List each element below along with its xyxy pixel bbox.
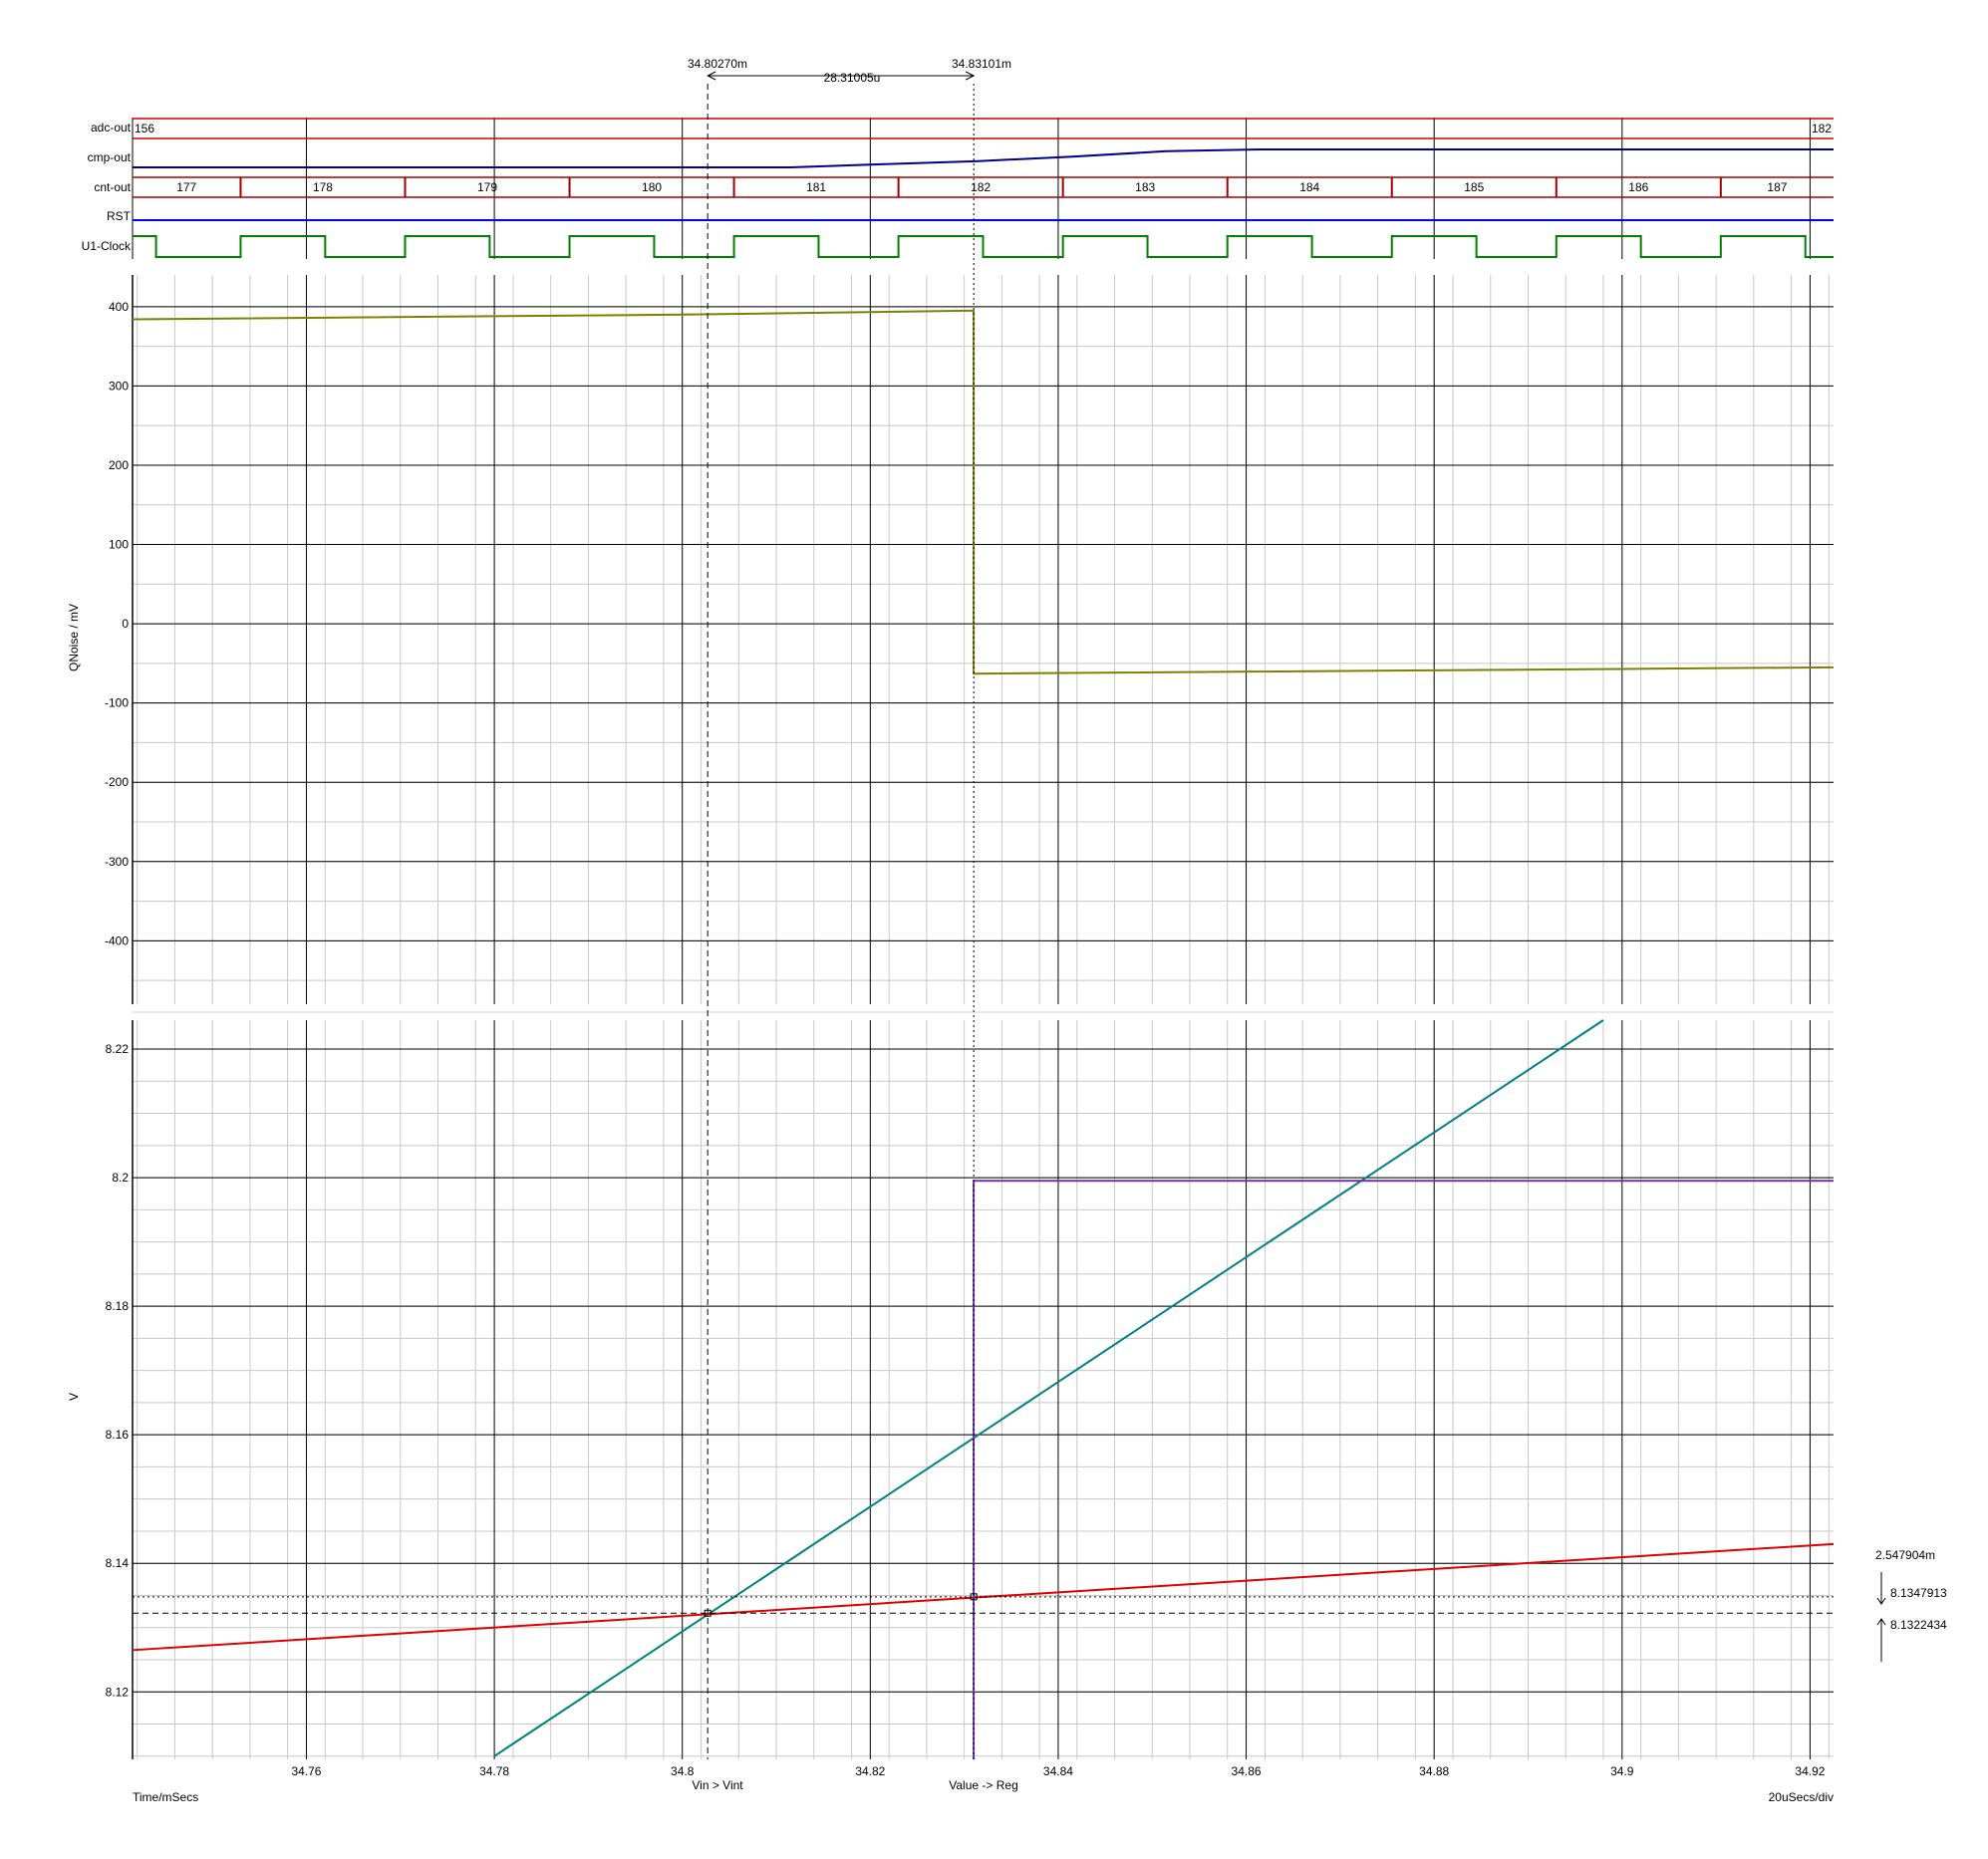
cursor-right-time: 34.83101m — [952, 57, 1011, 71]
bus-value-label: 182 — [971, 180, 991, 194]
bus-value-label: 178 — [313, 180, 333, 194]
x-tick-label: 34.84 — [1043, 1764, 1073, 1778]
qnoise-panel: 400 300 200 100 0 -100 -200 -300 -400 — [105, 275, 1835, 1004]
arrow-head-right — [965, 71, 976, 81]
x-tick-label: 34.9 — [1610, 1764, 1634, 1778]
voltage-y-tick-label: 8.18 — [106, 1299, 130, 1313]
voltage-axis-label: V — [67, 1393, 81, 1401]
bus-value-label: 184 — [1299, 180, 1319, 194]
x-tick-label: 34.86 — [1232, 1764, 1262, 1778]
voltage-series-0 — [493, 1019, 1604, 1757]
trace-label-rst: RST — [107, 209, 132, 223]
bus-value-label: 177 — [176, 180, 196, 194]
qnoise-y-tick-label: 400 — [109, 300, 129, 314]
arrow-head-down — [1876, 1597, 1886, 1605]
x-axis-label: Time/mSecs — [133, 1790, 198, 1804]
bus-start-label: 156 — [135, 122, 154, 135]
cmp-out-trace — [133, 148, 1834, 168]
qnoise-y-tick-label: 200 — [109, 458, 129, 472]
qnoise-y-tick-label: -400 — [105, 933, 129, 947]
qnoise-axis-label: QNoise / mV — [67, 604, 81, 671]
bus-value-label: 180 — [642, 180, 662, 194]
voltage-y-tick-label: 8.16 — [106, 1428, 130, 1442]
qnoise-y-tick-label: 300 — [109, 379, 129, 393]
qnoise-y-tick-label: 100 — [109, 538, 129, 552]
x-tick-label: 34.88 — [1419, 1764, 1449, 1778]
x-tick-label: 34.76 — [291, 1764, 321, 1778]
cursor-delta-value: 2.547904m — [1875, 1548, 1935, 1562]
trace-label-adc-out: adc-out — [91, 121, 132, 134]
cursor-right-annotation: Value -> Reg — [949, 1778, 1018, 1792]
cursor-delta-time: 28.31005u — [824, 71, 881, 85]
qnoise-y-tick-label: -300 — [105, 855, 129, 869]
digital-traces-panel: adc-out 156 182 cmp-out cnt-out 177 178 179 180 1… — [82, 118, 1834, 259]
arrow-head-up — [1876, 1618, 1886, 1626]
arrow-head-left — [707, 71, 716, 81]
voltage-y-tick-label: 8.2 — [112, 1171, 129, 1185]
bus-value-label: 187 — [1767, 180, 1787, 194]
x-tick-label: 34.82 — [855, 1764, 885, 1778]
bus-value-label: 181 — [806, 180, 826, 194]
bus-value-label: 186 — [1628, 180, 1648, 194]
voltage-series-1 — [132, 1542, 1835, 1652]
cursor-marker-right — [970, 1593, 978, 1601]
clock-trace — [133, 235, 1834, 258]
qnoise-series-0 — [132, 309, 1835, 675]
qnoise-y-tick-label: -200 — [105, 775, 129, 789]
bus-value-label: 179 — [477, 180, 497, 194]
qnoise-y-tick-label: -100 — [105, 696, 129, 710]
cursor-left-annotation: Vin > Vint — [692, 1778, 743, 1792]
voltage-y-tick-label: 8.14 — [106, 1556, 130, 1570]
cursor-left-time: 34.80270m — [688, 57, 747, 71]
cursor-upper-value: 8.1347913 — [1890, 1586, 1947, 1600]
cursor-marker-left — [704, 1609, 711, 1617]
trace-label-cmp-out: cmp-out — [88, 150, 132, 164]
bus-end-label: 182 — [1812, 122, 1832, 135]
cursor-lower-value: 8.1322434 — [1890, 1618, 1947, 1632]
qnoise-y-tick-label: 0 — [122, 617, 129, 631]
x-tick-label: 34.78 — [479, 1764, 509, 1778]
voltage-series-2 — [973, 1180, 1834, 1759]
x-tick-label: 34.92 — [1795, 1764, 1825, 1778]
x-axis-scale-label: 20uSecs/div — [1769, 1790, 1834, 1804]
x-tick-label: 34.8 — [671, 1764, 695, 1778]
trace-label-u1-clock: U1-Clock — [82, 239, 132, 253]
bus-value-label: 185 — [1464, 180, 1484, 194]
voltage-panel: 8.22 8.2 8.18 8.16 8.14 8.12 34.76 34.78 34.8 34.… — [106, 1011, 1835, 1778]
voltage-y-tick-label: 8.12 — [106, 1685, 130, 1699]
cursor-overlay[interactable] — [133, 71, 1886, 1759]
voltage-y-tick-label: 8.22 — [106, 1042, 130, 1056]
trace-label-cnt-out: cnt-out — [94, 180, 131, 194]
bus-value-label: 183 — [1135, 180, 1155, 194]
